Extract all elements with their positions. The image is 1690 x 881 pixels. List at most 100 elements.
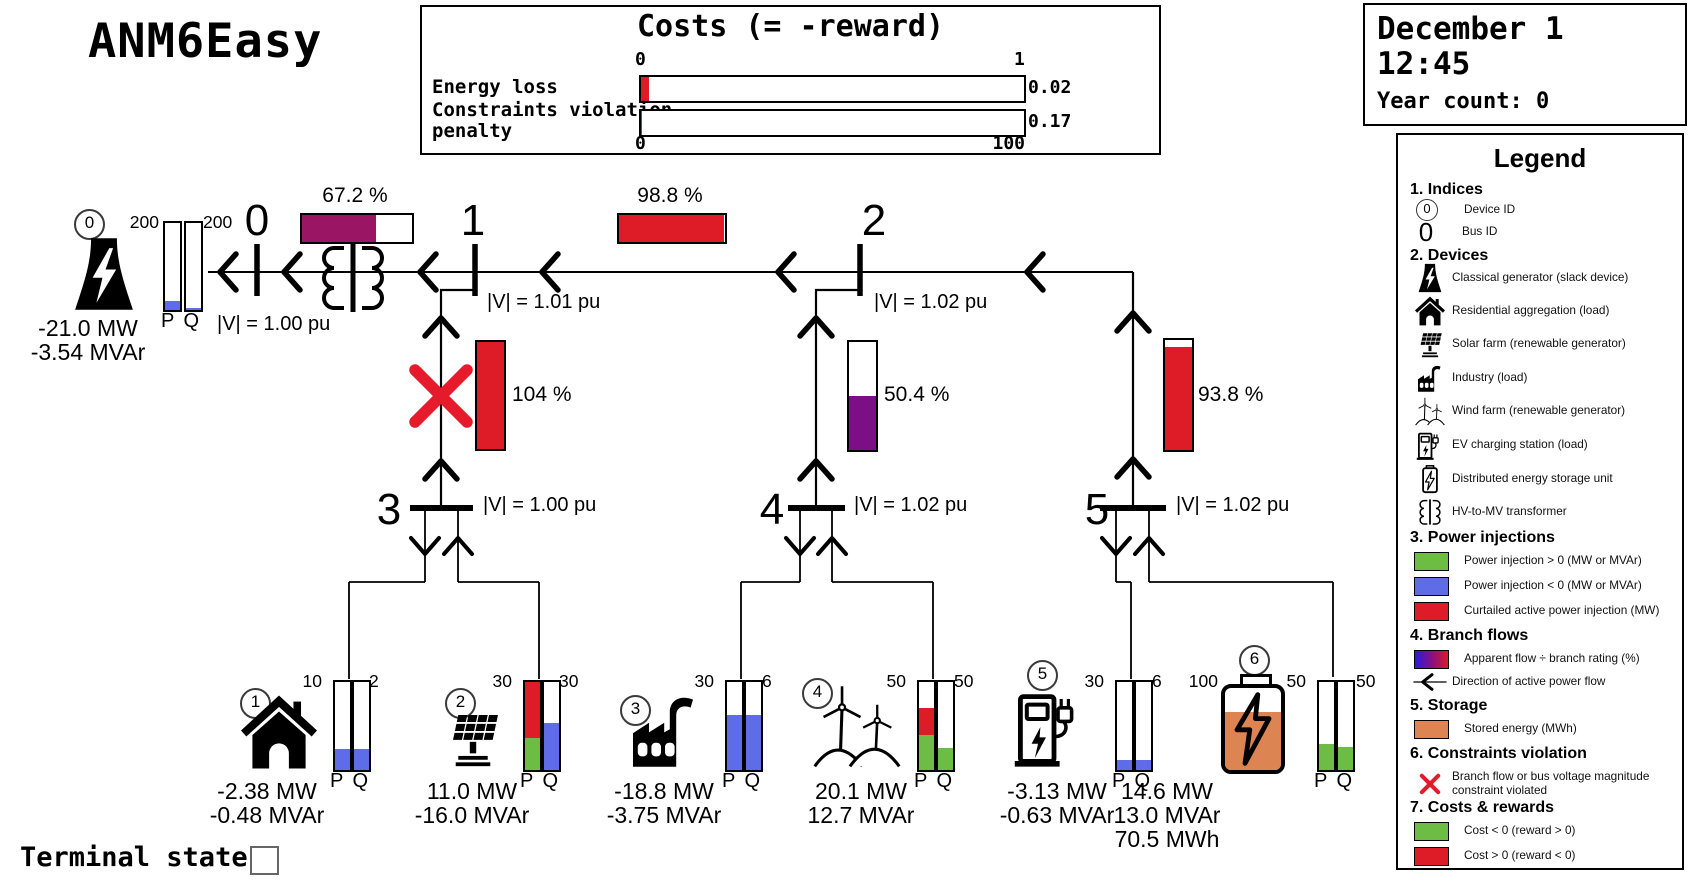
flow-gradient-swatch xyxy=(1414,649,1449,669)
app-title: ANM6Easy xyxy=(88,14,323,69)
p-scale-label: 50 xyxy=(886,671,906,691)
bus-1-voltage: |V| = 1.01 pu xyxy=(487,291,601,313)
p-fill-curtailed xyxy=(919,707,934,735)
legend-section-indices: 1. Indices xyxy=(1410,181,1483,198)
device-power-values: -18.8 MW -3.75 MVAr xyxy=(574,779,754,827)
energy-loss-bar-fill xyxy=(641,77,649,101)
p-injection-bar xyxy=(725,680,744,772)
device-power-values: -21.0 MW -3.54 MVAr xyxy=(8,316,168,364)
q-scale-label: 50 xyxy=(954,671,974,691)
q-fill xyxy=(938,748,953,770)
q-fill xyxy=(186,307,201,310)
bus-id-icon: 0 xyxy=(1418,216,1434,247)
orange-swatch xyxy=(1414,719,1449,739)
bus-2-label: 2 xyxy=(861,196,887,245)
bus-3-label: 3 xyxy=(376,485,402,534)
q-fill xyxy=(746,714,761,770)
device-power-values: -2.38 MW -0.48 MVAr xyxy=(177,779,357,827)
q-scale-label: 6 xyxy=(1152,671,1162,691)
q-scale-label: 2 xyxy=(369,671,379,691)
legend-section-devices: 2. Devices xyxy=(1410,247,1489,264)
q-value: -3.75 MVAr xyxy=(606,802,722,828)
q-injection-bar xyxy=(184,221,203,312)
p-fill xyxy=(165,300,180,310)
red-swatch xyxy=(1414,846,1449,866)
penalty-value: 0.17 xyxy=(1028,111,1072,132)
legend-item-cost-positive: Cost > 0 (reward < 0) xyxy=(1408,846,1672,866)
legend-item-transformer: HV-to-MV transformer xyxy=(1408,497,1672,527)
q-injection-bar xyxy=(1134,680,1153,772)
device-flow-arrows xyxy=(409,536,1165,556)
branch-flow-bar-2-5 xyxy=(1163,338,1194,452)
branch-flow-label: 104 % xyxy=(512,383,572,406)
bus-0-voltage: |V| = 1.00 pu xyxy=(217,313,331,335)
p-fill xyxy=(335,748,350,770)
q-value: -16.0 MVAr xyxy=(414,802,530,828)
p-value: -2.38 MW xyxy=(217,778,317,804)
penalty-bar xyxy=(639,109,1026,137)
device-id-badge: 5 xyxy=(1027,660,1058,691)
p-injection-bar xyxy=(1317,680,1336,772)
bus-4-voltage: |V| = 1.02 pu xyxy=(854,494,968,516)
transformer-icon xyxy=(322,242,384,312)
clock-panel: December 1 12:45 Year count: 0 xyxy=(1363,3,1687,126)
legend-section-branch-flows: 4. Branch flows xyxy=(1410,627,1529,644)
time-label: 12:45 xyxy=(1377,46,1471,82)
p-scale-label: 30 xyxy=(492,671,512,691)
p-value: 20.1 MW xyxy=(814,778,908,804)
upward-flow-arrows xyxy=(422,310,1152,482)
device-power-values: 14.6 MW 13.0 MVAr 70.5 MWh xyxy=(1077,779,1257,851)
branch-flow-label: 93.8 % xyxy=(1198,383,1264,406)
violation-x-icon xyxy=(409,364,473,428)
legend-section-storage: 5. Storage xyxy=(1410,697,1488,714)
wind-turbine-icon xyxy=(813,680,901,770)
legend-section-constraints: 6. Constraints violation xyxy=(1410,745,1587,762)
energy-loss-label: Energy loss xyxy=(432,76,558,98)
branch-flow-fill xyxy=(1165,346,1192,450)
storage-battery-icon xyxy=(1221,674,1285,774)
legend-item-device-id: 0 Device ID xyxy=(1408,199,1672,221)
q-injection-bar xyxy=(744,680,763,772)
branch-flow-fill xyxy=(619,215,724,242)
solar-panel-icon xyxy=(436,706,510,770)
energy-loss-bar xyxy=(639,75,1026,103)
p-scale-label: 30 xyxy=(1084,671,1104,691)
legend-item-flow-direction: Direction of active power flow xyxy=(1408,671,1672,693)
q-fill xyxy=(354,748,369,770)
bus-1-label: 1 xyxy=(460,196,486,245)
q-scale-label: 30 xyxy=(559,671,579,691)
p-value: -18.8 MW xyxy=(614,778,714,804)
device-id-badge: 3 xyxy=(620,695,651,726)
energy-loss-scale-max: 1 xyxy=(1014,49,1025,70)
legend-item-apparent-flow: Apparent flow ÷ branch rating (%) xyxy=(1408,649,1672,669)
legend-item-solar: Solar farm (renewable generator) xyxy=(1408,329,1672,359)
green-swatch xyxy=(1414,821,1449,841)
q-scale-label: 200 xyxy=(203,212,233,232)
green-swatch xyxy=(1414,551,1449,571)
p-fill xyxy=(1117,760,1132,770)
costs-title: Costs (= -reward) xyxy=(636,9,945,44)
ev-charger-icon xyxy=(1010,684,1090,770)
factory-icon xyxy=(618,690,712,770)
q-value: 13.0 MVAr xyxy=(1113,802,1221,828)
legend-item-violation: Branch flow or bus voltage magnitude con… xyxy=(1408,765,1672,803)
q-fill xyxy=(1338,747,1353,770)
device-id-badge-icon: 0 xyxy=(1416,199,1438,221)
year-count-label: Year count: 0 xyxy=(1377,89,1550,114)
terminal-state-checkbox[interactable] xyxy=(250,846,279,875)
bolt-icon xyxy=(1234,692,1272,766)
legend-item-generator: Classical generator (slack device) xyxy=(1408,263,1672,293)
bus-3-voltage: |V| = 1.00 pu xyxy=(483,494,597,516)
penalty-label-line2: penalty xyxy=(432,120,513,142)
p-injection-bar xyxy=(523,680,542,772)
p-value: 11.0 MW xyxy=(426,778,518,804)
branch-flow-bar-2-4 xyxy=(847,340,878,452)
p-injection-bar xyxy=(333,680,352,772)
legend-item-bus-id: 0 Bus ID xyxy=(1408,216,1672,247)
